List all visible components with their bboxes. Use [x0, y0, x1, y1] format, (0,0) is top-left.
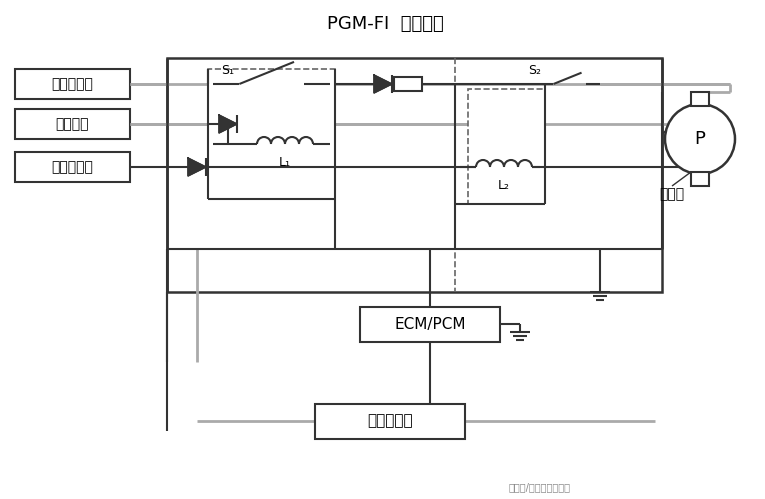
Bar [691, 92, 709, 106]
Text: 蓄电池电压: 蓄电池电压 [51, 77, 93, 91]
Circle shape [665, 104, 735, 174]
Text: 头条号/汽修技师众微联: 头条号/汽修技师众微联 [509, 482, 571, 492]
Bar [208, 69, 335, 199]
Bar [691, 172, 709, 186]
Text: S₁: S₁ [222, 63, 235, 76]
Bar [468, 89, 545, 204]
Text: 点火开关: 点火开关 [56, 117, 90, 131]
Polygon shape [374, 75, 392, 93]
Text: P: P [695, 130, 705, 148]
Bar [15, 69, 130, 99]
Bar [394, 77, 422, 91]
Bar [315, 404, 465, 439]
Text: S₂: S₂ [529, 63, 542, 76]
Bar [15, 109, 130, 139]
Bar [167, 58, 662, 292]
Polygon shape [188, 158, 206, 176]
Text: 燃油泵: 燃油泵 [659, 187, 685, 201]
Text: ECM/PCM: ECM/PCM [394, 316, 466, 331]
Text: L₁: L₁ [279, 156, 291, 169]
Polygon shape [219, 115, 237, 133]
Text: 起动机信号: 起动机信号 [51, 160, 93, 174]
Text: L₂: L₂ [498, 179, 510, 192]
Bar [15, 152, 130, 182]
Text: 燃油喷射器: 燃油喷射器 [367, 414, 413, 429]
Bar [360, 306, 500, 341]
Text: PGM-FI  主继电器: PGM-FI 主继电器 [327, 15, 444, 33]
